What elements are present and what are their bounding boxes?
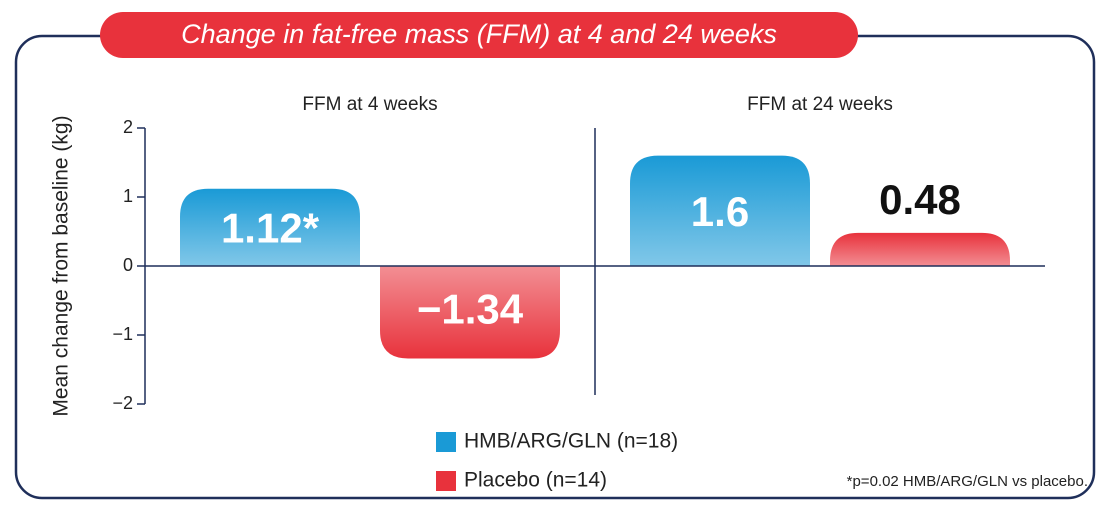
y-tick-label: −1 [112, 324, 133, 344]
y-axis-label: Mean change from baseline (kg) [50, 115, 73, 416]
bar [180, 188, 360, 266]
chart-title: Change in fat-free mass (FFM) at 4 and 2… [181, 19, 777, 49]
category-label: FFM at 4 weeks [302, 94, 437, 115]
value-label: −1.34 [417, 285, 524, 332]
value-label: 1.12* [221, 204, 320, 251]
legend-label: HMB/ARG/GLN (n=18) [464, 430, 678, 453]
bar [830, 232, 1010, 266]
footnote: *p=0.02 HMB/ARG/GLN vs placebo. [847, 473, 1088, 490]
legend-label: Placebo (n=14) [464, 469, 607, 492]
value-label: 1.6 [691, 188, 749, 235]
y-tick-label: 0 [123, 255, 133, 275]
y-tick-label: −2 [112, 393, 133, 413]
legend-swatch [436, 471, 456, 491]
title-pill [100, 12, 858, 58]
value-label: 0.48 [879, 176, 961, 223]
y-tick-label: 1 [123, 186, 133, 206]
category-label: FFM at 24 weeks [747, 94, 893, 115]
y-tick-label: 2 [123, 117, 133, 137]
legend-swatch [436, 432, 456, 452]
bar [630, 155, 810, 266]
bar [380, 266, 560, 359]
